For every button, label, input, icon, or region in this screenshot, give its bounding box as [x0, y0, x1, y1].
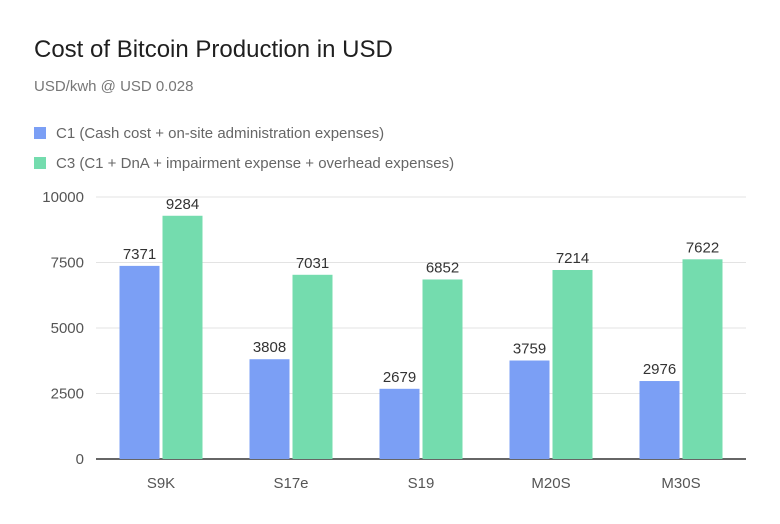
y-tick-label: 10000	[42, 189, 84, 206]
bar-c3	[422, 279, 463, 459]
data-label: 2679	[383, 369, 416, 386]
data-label: 7214	[556, 250, 589, 267]
legend-label-c1: C1 (Cash cost + on-site administration e…	[56, 124, 385, 142]
legend-swatch-c3	[34, 157, 46, 169]
y-tick-label: 0	[76, 451, 84, 468]
legend-swatch-c1	[34, 127, 46, 139]
bar-c1	[509, 360, 550, 459]
bar-c3	[162, 215, 203, 459]
x-tick-label: S19	[408, 475, 435, 492]
x-tick-label: S17e	[273, 475, 308, 492]
legend-label-c3: C3 (C1 + DnA + impairment expense + over…	[56, 154, 455, 172]
y-tick-label: 7500	[51, 255, 84, 272]
chart-title: Cost of Bitcoin Production in USD	[34, 36, 393, 63]
chart-subtitle: USD/kwh @ USD 0.028	[34, 78, 194, 95]
bar-c1	[379, 388, 420, 459]
x-tick-label: M30S	[661, 475, 700, 492]
data-label: 7031	[296, 255, 329, 272]
data-label: 6852	[426, 259, 459, 276]
data-label: 2976	[643, 361, 676, 378]
y-tick-label: 5000	[51, 320, 84, 337]
legend-item-c1: C1 (Cash cost + on-site administration e…	[34, 118, 454, 148]
data-label: 7371	[123, 246, 156, 263]
data-label: 3759	[513, 341, 546, 358]
data-label: 3808	[253, 339, 286, 356]
data-label: 9284	[166, 196, 199, 213]
bar-c3	[552, 269, 593, 459]
bar-c3	[682, 259, 723, 459]
legend: C1 (Cash cost + on-site administration e…	[34, 118, 454, 178]
bar-c3	[292, 274, 333, 459]
bar-c1	[639, 381, 680, 459]
legend-item-c3: C3 (C1 + DnA + impairment expense + over…	[34, 148, 454, 178]
data-label: 7622	[686, 239, 719, 256]
bar-c1	[119, 265, 160, 459]
x-tick-label: S9K	[147, 475, 175, 492]
bar-c1	[249, 359, 290, 459]
x-tick-label: M20S	[531, 475, 570, 492]
y-tick-label: 2500	[51, 386, 84, 403]
